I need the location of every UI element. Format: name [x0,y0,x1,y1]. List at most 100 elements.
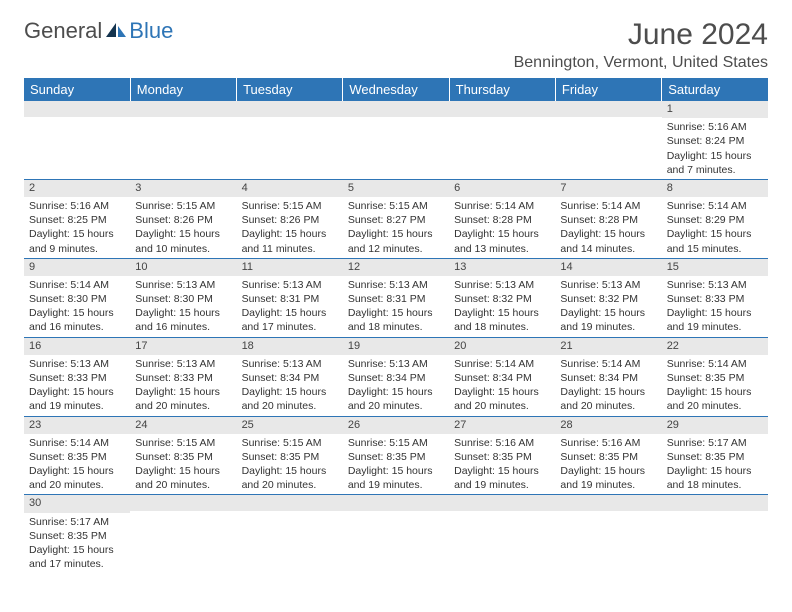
day-number: 30 [24,495,130,512]
sunrise-text: Sunrise: 5:13 AM [454,278,550,292]
day-number [555,101,661,117]
sunset-text: Sunset: 8:33 PM [135,371,231,385]
daylight-text: Daylight: 15 hours and 18 minutes. [667,464,763,492]
month-title: June 2024 [514,18,768,52]
day-details: Sunrise: 5:14 AMSunset: 8:29 PMDaylight:… [662,197,768,258]
sunset-text: Sunset: 8:26 PM [135,213,231,227]
sunset-text: Sunset: 8:34 PM [560,371,656,385]
sunrise-text: Sunrise: 5:14 AM [454,357,550,371]
sunrise-text: Sunrise: 5:16 AM [454,436,550,450]
calendar-day-cell: 12Sunrise: 5:13 AMSunset: 8:31 PMDayligh… [343,258,449,337]
location: Bennington, Vermont, United States [514,54,768,72]
day-number: 11 [237,259,343,276]
calendar-day-cell [237,495,343,573]
day-number: 27 [449,417,555,434]
sunrise-text: Sunrise: 5:15 AM [348,436,444,450]
calendar-day-cell: 24Sunrise: 5:15 AMSunset: 8:35 PMDayligh… [130,416,236,495]
day-details: Sunrise: 5:14 AMSunset: 8:34 PMDaylight:… [555,355,661,416]
sunset-text: Sunset: 8:34 PM [348,371,444,385]
daylight-text: Daylight: 15 hours and 18 minutes. [454,306,550,334]
day-details: Sunrise: 5:13 AMSunset: 8:30 PMDaylight:… [130,276,236,337]
sunrise-text: Sunrise: 5:16 AM [667,120,763,134]
day-number: 15 [662,259,768,276]
sunset-text: Sunset: 8:33 PM [29,371,125,385]
day-details: Sunrise: 5:14 AMSunset: 8:35 PMDaylight:… [24,434,130,495]
sunrise-text: Sunrise: 5:17 AM [29,515,125,529]
day-details: Sunrise: 5:13 AMSunset: 8:31 PMDaylight:… [343,276,449,337]
day-number: 1 [662,101,768,118]
calendar-day-cell [555,101,661,179]
daylight-text: Daylight: 15 hours and 20 minutes. [242,385,338,413]
weekday-header-row: Sunday Monday Tuesday Wednesday Thursday… [24,78,768,101]
calendar-day-cell [24,101,130,179]
sunset-text: Sunset: 8:34 PM [242,371,338,385]
day-number: 10 [130,259,236,276]
day-details: Sunrise: 5:15 AMSunset: 8:27 PMDaylight:… [343,197,449,258]
sunset-text: Sunset: 8:35 PM [135,450,231,464]
day-number: 14 [555,259,661,276]
calendar-day-cell: 15Sunrise: 5:13 AMSunset: 8:33 PMDayligh… [662,258,768,337]
calendar-day-cell: 25Sunrise: 5:15 AMSunset: 8:35 PMDayligh… [237,416,343,495]
day-number: 21 [555,338,661,355]
calendar-day-cell: 20Sunrise: 5:14 AMSunset: 8:34 PMDayligh… [449,337,555,416]
sunset-text: Sunset: 8:24 PM [667,134,763,148]
daylight-text: Daylight: 15 hours and 19 minutes. [560,464,656,492]
day-number: 13 [449,259,555,276]
day-number: 3 [130,180,236,197]
daylight-text: Daylight: 15 hours and 10 minutes. [135,227,231,255]
sunset-text: Sunset: 8:35 PM [667,450,763,464]
sunset-text: Sunset: 8:26 PM [242,213,338,227]
day-details: Sunrise: 5:14 AMSunset: 8:28 PMDaylight:… [555,197,661,258]
sunset-text: Sunset: 8:32 PM [454,292,550,306]
day-details: Sunrise: 5:13 AMSunset: 8:32 PMDaylight:… [449,276,555,337]
sunset-text: Sunset: 8:35 PM [242,450,338,464]
day-details: Sunrise: 5:15 AMSunset: 8:35 PMDaylight:… [130,434,236,495]
sunrise-text: Sunrise: 5:14 AM [29,436,125,450]
daylight-text: Daylight: 15 hours and 20 minutes. [454,385,550,413]
sunrise-text: Sunrise: 5:14 AM [29,278,125,292]
calendar-week-row: 9Sunrise: 5:14 AMSunset: 8:30 PMDaylight… [24,258,768,337]
daylight-text: Daylight: 15 hours and 9 minutes. [29,227,125,255]
sunrise-text: Sunrise: 5:17 AM [667,436,763,450]
sunrise-text: Sunrise: 5:13 AM [348,278,444,292]
sunrise-text: Sunrise: 5:13 AM [242,278,338,292]
title-block: June 2024 Bennington, Vermont, United St… [514,18,768,72]
daylight-text: Daylight: 15 hours and 20 minutes. [135,464,231,492]
calendar-day-cell: 29Sunrise: 5:17 AMSunset: 8:35 PMDayligh… [662,416,768,495]
daylight-text: Daylight: 15 hours and 18 minutes. [348,306,444,334]
calendar-day-cell [343,101,449,179]
weekday-header: Sunday [24,78,130,101]
weekday-header: Monday [130,78,236,101]
calendar-day-cell: 10Sunrise: 5:13 AMSunset: 8:30 PMDayligh… [130,258,236,337]
day-number [662,495,768,511]
sail-icon [105,22,127,40]
day-number: 25 [237,417,343,434]
daylight-text: Daylight: 15 hours and 11 minutes. [242,227,338,255]
calendar-day-cell: 19Sunrise: 5:13 AMSunset: 8:34 PMDayligh… [343,337,449,416]
daylight-text: Daylight: 15 hours and 19 minutes. [454,464,550,492]
logo: General Blue [24,18,173,44]
calendar-day-cell [449,495,555,573]
sunrise-text: Sunrise: 5:15 AM [242,199,338,213]
sunrise-text: Sunrise: 5:14 AM [560,357,656,371]
day-details: Sunrise: 5:13 AMSunset: 8:32 PMDaylight:… [555,276,661,337]
day-number: 24 [130,417,236,434]
day-number: 19 [343,338,449,355]
calendar-week-row: 2Sunrise: 5:16 AMSunset: 8:25 PMDaylight… [24,179,768,258]
header-row: General Blue June 2024 Bennington, Vermo… [24,18,768,72]
sunset-text: Sunset: 8:32 PM [560,292,656,306]
sunset-text: Sunset: 8:35 PM [560,450,656,464]
sunrise-text: Sunrise: 5:14 AM [454,199,550,213]
sunset-text: Sunset: 8:35 PM [454,450,550,464]
sunset-text: Sunset: 8:35 PM [667,371,763,385]
calendar-day-cell [662,495,768,573]
daylight-text: Daylight: 15 hours and 20 minutes. [29,464,125,492]
day-number: 28 [555,417,661,434]
daylight-text: Daylight: 15 hours and 7 minutes. [667,149,763,177]
sunset-text: Sunset: 8:35 PM [348,450,444,464]
logo-text-blue: Blue [129,18,173,44]
sunset-text: Sunset: 8:28 PM [454,213,550,227]
day-number: 6 [449,180,555,197]
sunset-text: Sunset: 8:27 PM [348,213,444,227]
calendar-day-cell: 11Sunrise: 5:13 AMSunset: 8:31 PMDayligh… [237,258,343,337]
